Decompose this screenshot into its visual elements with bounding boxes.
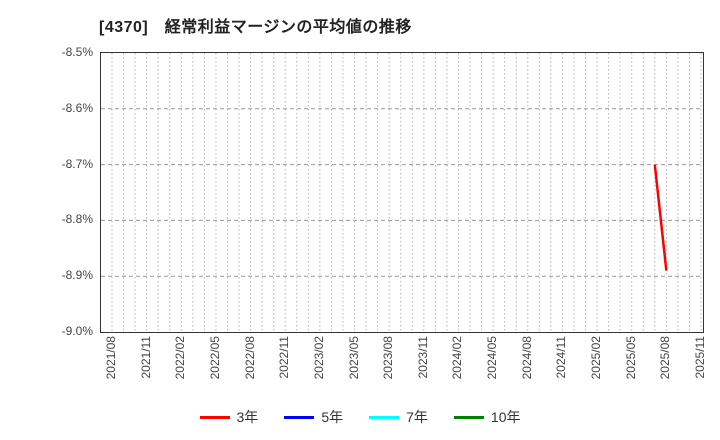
x-tick-label: 2021/11 xyxy=(138,336,153,379)
legend-label: 5年 xyxy=(321,409,344,425)
x-tick-label: 2025/11 xyxy=(693,336,707,379)
x-tick-label: 2025/05 xyxy=(623,336,638,380)
plot-area xyxy=(100,52,704,333)
x-tick-label: 2024/02 xyxy=(450,336,465,380)
legend-label: 7年 xyxy=(406,409,428,425)
legend-item-5年: 5年 xyxy=(284,407,343,427)
series-line-3年 xyxy=(653,164,668,271)
legend-swatch xyxy=(284,415,315,419)
y-tick-label: -8.8% xyxy=(61,212,93,227)
x-tick-label: 2023/02 xyxy=(311,336,326,380)
x-tick-label: 2022/11 xyxy=(277,336,292,379)
legend-swatch xyxy=(199,415,230,419)
y-tick-label: -8.9% xyxy=(61,268,93,283)
legend-swatch xyxy=(453,415,484,419)
chart-title: [4370] 経常利益マージンの平均値の推移 xyxy=(99,19,412,36)
x-tick-label: 2022/02 xyxy=(173,336,188,380)
legend-item-3年: 3年 xyxy=(199,407,259,427)
x-tick-label: 2023/08 xyxy=(381,336,396,380)
x-tick-label: 2024/08 xyxy=(519,336,534,380)
legend-label: 10年 xyxy=(490,409,521,425)
x-tick-label: 2022/08 xyxy=(242,336,257,380)
x-tick-label: 2023/05 xyxy=(346,336,361,380)
legend-item-10年: 10年 xyxy=(453,407,521,427)
plot-canvas xyxy=(101,53,703,332)
legend-swatch xyxy=(369,415,400,419)
x-tick-label: 2023/11 xyxy=(415,336,430,379)
y-tick-label: -9.0% xyxy=(61,324,93,338)
x-tick-label: 2022/05 xyxy=(207,336,222,380)
y-tick-label: -8.5% xyxy=(61,45,93,59)
legend: 3年 5年 7年 10年 xyxy=(0,405,720,429)
x-tick-label: 2024/05 xyxy=(485,336,500,380)
x-tick-label: 2025/08 xyxy=(658,336,673,380)
x-tick-label: 2021/08 xyxy=(104,336,118,380)
legend-label: 3年 xyxy=(236,409,259,425)
y-tick-label: -8.6% xyxy=(61,100,93,115)
x-tick-label: 2024/11 xyxy=(554,336,569,379)
legend-item-7年: 7年 xyxy=(369,407,428,427)
y-tick-label: -8.7% xyxy=(61,156,93,171)
x-tick-label: 2025/02 xyxy=(589,336,604,380)
